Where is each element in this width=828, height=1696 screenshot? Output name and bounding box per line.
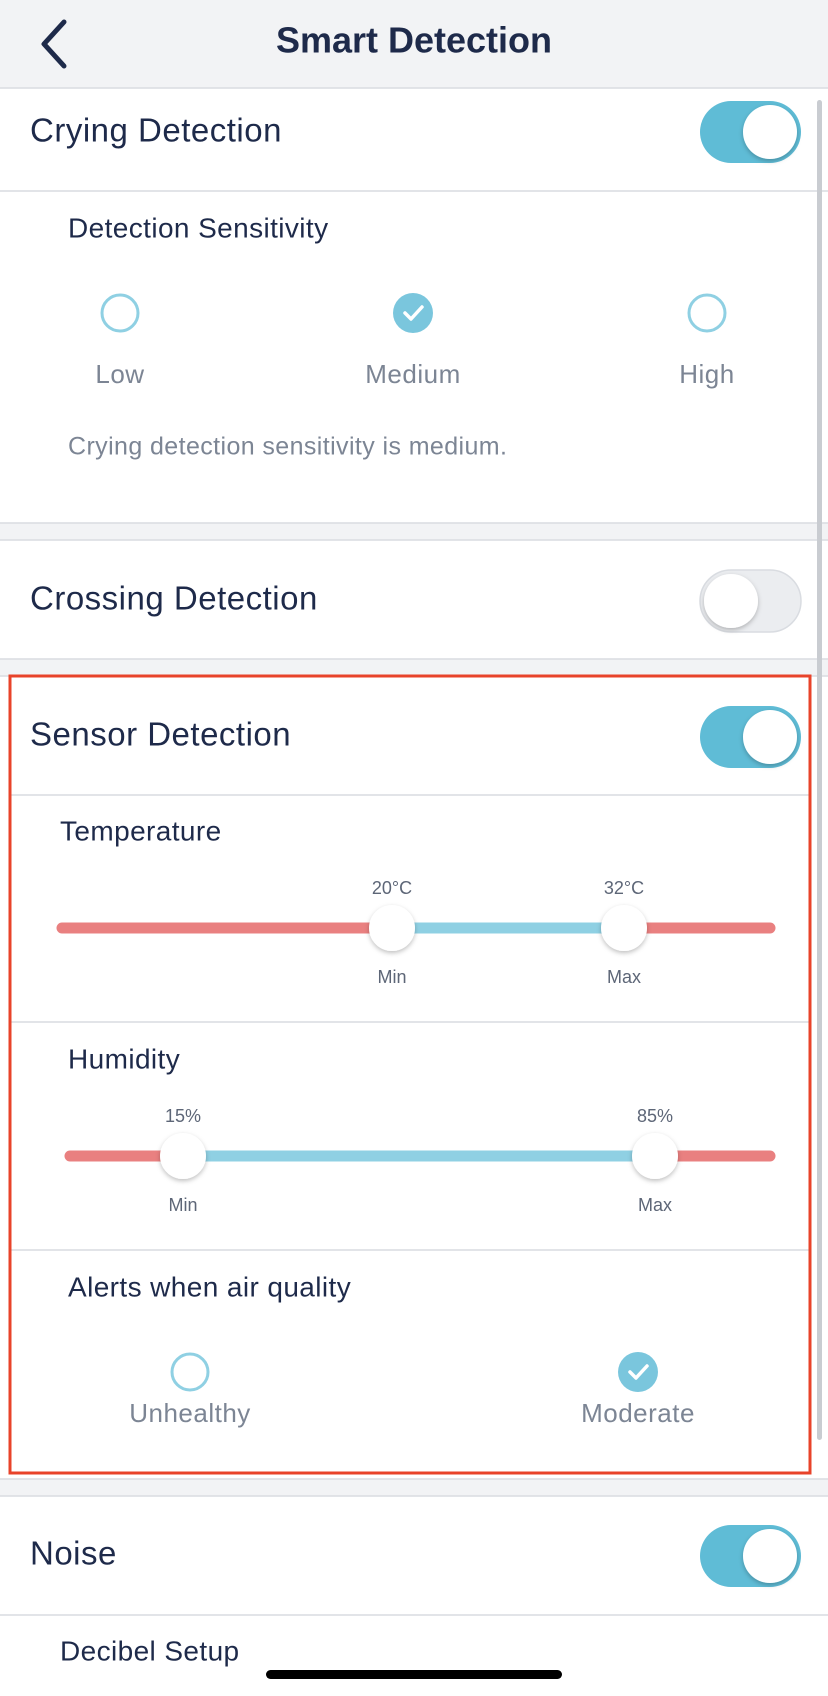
home-indicator [266,1670,562,1679]
option-label: High [679,359,734,389]
option-label: Medium [365,359,460,389]
option-label: Moderate [581,1398,695,1428]
slider-value: 20°C [372,878,412,898]
row-title: Noise [30,1535,117,1572]
toggle[interactable] [700,706,801,768]
slider-caption: Max [607,967,641,987]
option-label: Low [95,359,144,389]
slider-caption: Min [168,1195,197,1215]
section-label: Humidity [68,1043,180,1074]
row-title: Crossing Detection [30,580,318,617]
section-label: Alerts when air quality [68,1271,351,1302]
radio[interactable] [170,1352,210,1392]
section-label: Temperature [60,815,222,846]
back-button[interactable] [41,19,67,69]
slider-value: 32°C [604,878,644,898]
gap [0,1479,828,1496]
gap [0,523,828,540]
note: Crying detection sensitivity is medium. [68,433,507,461]
slider-caption: Max [638,1195,672,1215]
screen-title: Smart Detection [276,20,552,61]
slider-value: 85% [637,1106,673,1126]
radio[interactable] [100,293,140,333]
slider-caption: Min [377,967,406,987]
slider-knob[interactable] [160,1133,206,1179]
slider-value: 15% [165,1106,201,1126]
slider-knob[interactable] [369,905,415,951]
toggle-knob [743,710,797,764]
gap [0,659,828,676]
radio-dot [393,293,433,333]
toggle-knob [704,574,758,628]
radio[interactable] [687,293,727,333]
radio-ring [100,293,140,333]
toggle[interactable] [699,569,802,633]
header-bg [0,0,828,88]
toggle-knob [743,1529,797,1583]
toggle[interactable] [700,1525,801,1587]
radio-dot [618,1352,658,1392]
section-label: Detection Sensitivity [68,212,329,243]
option-label: Unhealthy [129,1398,251,1428]
toggle-knob [743,105,797,159]
slider-knob[interactable] [632,1133,678,1179]
radio-ring [170,1352,210,1392]
toggle[interactable] [700,101,801,163]
radio-check [403,305,424,321]
radio-ring [687,293,727,333]
row-title: Sensor Detection [30,716,291,753]
radio[interactable] [393,293,433,333]
slider-knob[interactable] [601,905,647,951]
section-label: Decibel Setup [60,1635,240,1666]
radio[interactable] [618,1352,658,1392]
radio-check [628,1364,649,1380]
row-title: Crying Detection [30,112,282,149]
scrollbar [817,100,822,1440]
highlight-box [8,674,812,1475]
